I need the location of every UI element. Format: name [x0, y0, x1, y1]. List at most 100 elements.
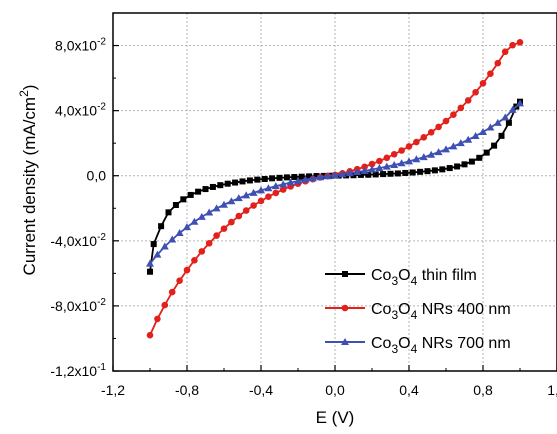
legend-label-part: thin film — [417, 267, 477, 284]
data-point — [372, 171, 379, 178]
legend-label-sub: 3 — [391, 342, 398, 356]
data-point — [402, 169, 409, 176]
legend-marker — [341, 338, 349, 345]
legend-item: Co3O4 NRs 700 nm — [325, 335, 511, 356]
data-point — [368, 160, 376, 168]
y-axis-title-text: Current density (mA/cm — [20, 97, 39, 276]
legend-label-sub: 4 — [411, 308, 418, 322]
data-point — [146, 259, 154, 267]
data-point — [345, 169, 354, 177]
data-point — [419, 153, 428, 161]
legend-marker — [341, 304, 349, 312]
data-point — [220, 225, 228, 232]
data-point — [165, 209, 172, 216]
data-point — [250, 202, 257, 209]
data-point — [486, 123, 495, 131]
data-point — [409, 169, 416, 176]
data-point — [235, 212, 243, 220]
y-tick-exponent: -2 — [97, 37, 106, 48]
data-point — [242, 191, 251, 199]
data-point — [456, 139, 465, 147]
data-point — [213, 232, 220, 239]
data-point — [468, 158, 475, 165]
data-point — [228, 218, 235, 226]
legend-label-part: NRs 400 nm — [417, 301, 510, 318]
data-point — [232, 179, 239, 186]
y-tick-exponent: -1 — [97, 362, 106, 373]
data-point — [276, 174, 283, 181]
data-point — [383, 154, 391, 162]
data-point — [449, 142, 458, 150]
data-point — [261, 175, 268, 182]
data-point — [191, 257, 198, 264]
data-point — [183, 266, 191, 274]
data-point — [435, 123, 442, 131]
legend-label-sub: 3 — [391, 274, 398, 288]
data-point — [301, 175, 310, 183]
data-point — [195, 188, 202, 195]
series-layer — [146, 38, 524, 339]
y-axis-title-close: ) — [20, 85, 39, 91]
data-point — [365, 171, 372, 178]
legend-label-sub: 4 — [411, 342, 418, 356]
data-point — [516, 99, 524, 107]
data-point — [483, 149, 490, 156]
legend-item: Co3O4 NRs 400 nm — [325, 301, 511, 322]
data-point — [508, 105, 517, 113]
y-tick-exponent: -2 — [97, 297, 106, 308]
legend-label-part: O — [398, 335, 410, 352]
data-point — [431, 167, 438, 174]
data-point — [150, 241, 157, 248]
data-point — [176, 277, 183, 284]
data-point — [479, 127, 487, 135]
legend-label-part: NRs 700 nm — [417, 335, 510, 352]
data-point — [450, 111, 457, 119]
data-point — [394, 170, 401, 177]
tick-layer — [112, 44, 557, 372]
legend-label: Co3O4 NRs 400 nm — [371, 301, 511, 322]
data-point — [205, 208, 214, 216]
y-tick-mantissa: 8,0x10 — [55, 38, 97, 54]
data-point — [205, 239, 213, 247]
data-point — [242, 207, 250, 214]
y-tick-label: -8,0x10-2 — [50, 297, 106, 314]
data-point — [161, 301, 169, 309]
data-point — [279, 180, 288, 188]
y-tick-label: 4,0x10-2 — [55, 102, 106, 119]
data-point — [427, 128, 435, 136]
y-axis-title-sup: 2 — [17, 90, 31, 97]
data-point — [217, 182, 224, 189]
x-tick-label: -1,2 — [101, 382, 125, 398]
data-point — [234, 194, 243, 202]
data-point — [505, 119, 512, 126]
data-point — [239, 178, 246, 185]
data-point — [323, 172, 332, 180]
data-point — [286, 178, 295, 186]
y-tick-label: 0,0 — [87, 168, 107, 184]
data-point — [376, 157, 383, 165]
data-point — [434, 148, 443, 156]
data-point — [405, 143, 413, 150]
legend-label-sub: 4 — [411, 274, 418, 288]
y-tick-label: 8,0x10-2 — [55, 37, 106, 54]
y-tick-mantissa: -8,0x10 — [50, 298, 97, 314]
data-point — [491, 142, 498, 149]
data-point — [168, 288, 176, 296]
data-point — [501, 113, 510, 121]
data-point — [291, 174, 298, 181]
legend-label-part: O — [398, 267, 410, 284]
data-point — [308, 174, 317, 182]
data-point — [343, 172, 350, 179]
x-tick-label: -0,4 — [249, 382, 273, 398]
data-point — [202, 186, 209, 193]
data-point — [220, 200, 228, 208]
data-point — [331, 171, 339, 179]
data-point — [209, 183, 216, 190]
x-tick-label: 1,2 — [547, 382, 557, 398]
data-point — [509, 41, 516, 49]
x-axis-title: E (V) — [316, 408, 355, 427]
data-point — [306, 173, 313, 180]
data-point — [283, 174, 290, 181]
data-point — [493, 118, 502, 126]
